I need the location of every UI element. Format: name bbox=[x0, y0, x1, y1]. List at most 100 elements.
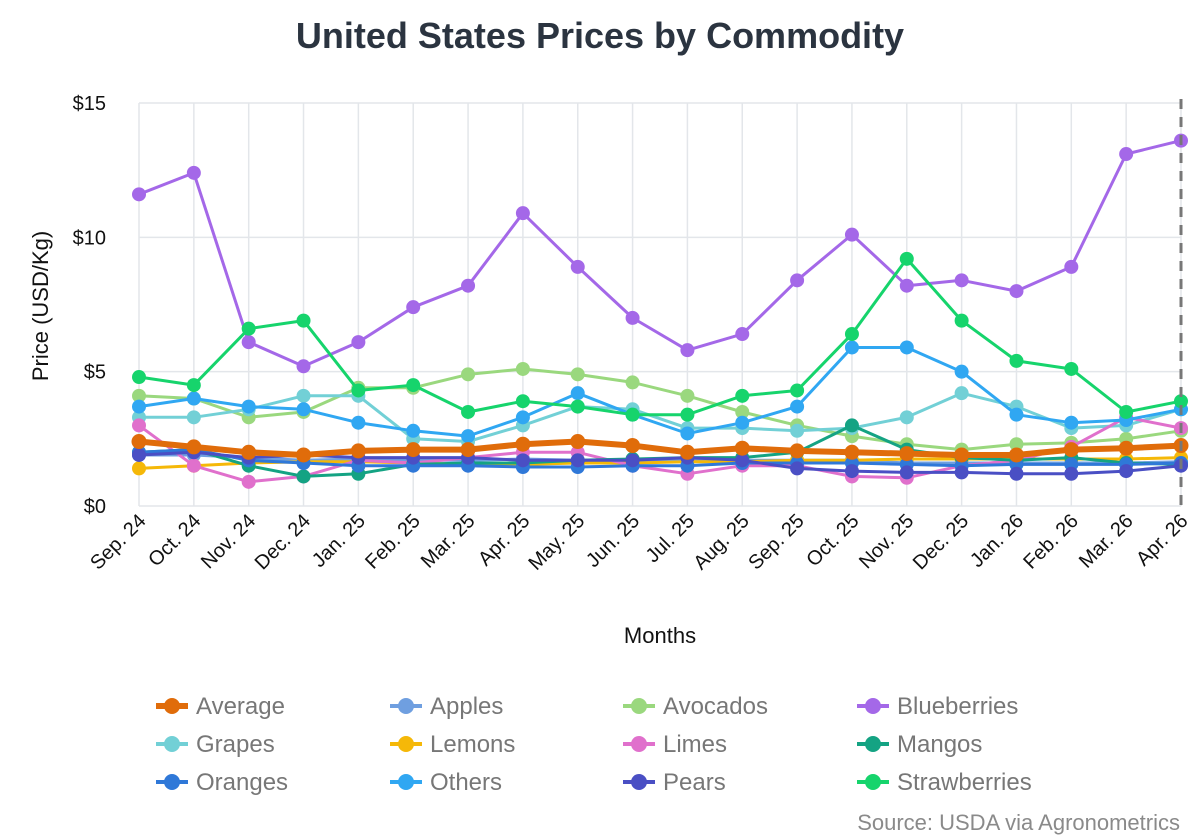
data-point-average[interactable] bbox=[515, 436, 531, 452]
data-point-blueberries[interactable] bbox=[735, 327, 750, 342]
data-point-others[interactable] bbox=[1064, 415, 1079, 430]
legend-item-lemons[interactable]: Lemons bbox=[390, 731, 515, 758]
data-point-pears[interactable] bbox=[515, 453, 530, 468]
data-point-average[interactable] bbox=[186, 439, 202, 455]
legend-item-average[interactable]: Average bbox=[156, 693, 285, 720]
data-point-limes[interactable] bbox=[241, 474, 256, 489]
legend-item-avocados[interactable]: Avocados bbox=[623, 693, 768, 720]
data-point-blueberries[interactable] bbox=[461, 278, 476, 293]
data-point-blueberries[interactable] bbox=[406, 300, 421, 315]
data-point-average[interactable] bbox=[570, 434, 586, 450]
data-point-strawberries[interactable] bbox=[1119, 404, 1134, 419]
data-point-grapes[interactable] bbox=[296, 388, 311, 403]
data-point-strawberries[interactable] bbox=[1174, 394, 1188, 409]
data-point-strawberries[interactable] bbox=[735, 388, 750, 403]
data-point-strawberries[interactable] bbox=[186, 378, 201, 393]
data-point-avocados[interactable] bbox=[461, 367, 476, 382]
data-point-blueberries[interactable] bbox=[625, 310, 640, 325]
data-point-pears[interactable] bbox=[790, 461, 805, 476]
data-point-grapes[interactable] bbox=[954, 386, 969, 401]
data-point-average[interactable] bbox=[844, 444, 860, 460]
legend-item-grapes[interactable]: Grapes bbox=[156, 731, 275, 758]
data-point-strawberries[interactable] bbox=[844, 327, 859, 342]
data-point-blueberries[interactable] bbox=[790, 273, 805, 288]
data-point-others[interactable] bbox=[570, 386, 585, 401]
data-point-avocados[interactable] bbox=[132, 388, 146, 403]
data-point-limes[interactable] bbox=[132, 418, 146, 433]
data-point-grapes[interactable] bbox=[790, 423, 805, 438]
data-point-strawberries[interactable] bbox=[406, 378, 421, 393]
data-point-blueberries[interactable] bbox=[241, 335, 256, 350]
data-point-strawberries[interactable] bbox=[461, 404, 476, 419]
data-point-blueberries[interactable] bbox=[844, 227, 859, 242]
data-point-others[interactable] bbox=[186, 391, 201, 406]
data-point-pears[interactable] bbox=[1009, 466, 1024, 481]
data-point-others[interactable] bbox=[461, 429, 476, 444]
data-point-lemons[interactable] bbox=[132, 461, 146, 476]
data-point-pears[interactable] bbox=[954, 465, 969, 480]
data-point-strawberries[interactable] bbox=[1009, 353, 1024, 368]
data-point-average[interactable] bbox=[296, 447, 312, 463]
data-point-others[interactable] bbox=[680, 426, 695, 441]
data-point-avocados[interactable] bbox=[1009, 437, 1024, 452]
data-point-pears[interactable] bbox=[899, 465, 914, 480]
legend-item-strawberries[interactable]: Strawberries bbox=[857, 769, 1032, 796]
data-point-blueberries[interactable] bbox=[515, 206, 530, 221]
data-point-strawberries[interactable] bbox=[351, 383, 366, 398]
data-point-strawberries[interactable] bbox=[625, 407, 640, 422]
data-point-pears[interactable] bbox=[1064, 466, 1079, 481]
data-point-average[interactable] bbox=[899, 446, 915, 462]
data-point-average[interactable] bbox=[679, 444, 695, 460]
data-point-strawberries[interactable] bbox=[680, 407, 695, 422]
data-point-blueberries[interactable] bbox=[296, 359, 311, 374]
data-point-others[interactable] bbox=[954, 364, 969, 379]
data-point-pears[interactable] bbox=[132, 447, 146, 462]
legend-item-limes[interactable]: Limes bbox=[623, 731, 727, 758]
data-point-blueberries[interactable] bbox=[1119, 147, 1134, 162]
data-point-blueberries[interactable] bbox=[570, 259, 585, 274]
data-point-avocados[interactable] bbox=[515, 361, 530, 376]
data-point-strawberries[interactable] bbox=[570, 399, 585, 414]
data-point-avocados[interactable] bbox=[625, 375, 640, 390]
data-point-blueberries[interactable] bbox=[351, 335, 366, 350]
data-point-strawberries[interactable] bbox=[790, 383, 805, 398]
data-point-average[interactable] bbox=[1008, 447, 1024, 463]
data-point-average[interactable] bbox=[1063, 442, 1079, 458]
data-point-strawberries[interactable] bbox=[515, 394, 530, 409]
data-point-strawberries[interactable] bbox=[954, 313, 969, 328]
data-point-others[interactable] bbox=[844, 340, 859, 355]
data-point-pears[interactable] bbox=[735, 453, 750, 468]
legend-item-oranges[interactable]: Oranges bbox=[156, 769, 288, 796]
data-point-blueberries[interactable] bbox=[680, 343, 695, 358]
data-point-others[interactable] bbox=[899, 340, 914, 355]
data-point-mangos[interactable] bbox=[844, 418, 859, 433]
data-point-avocados[interactable] bbox=[735, 404, 750, 419]
data-point-others[interactable] bbox=[1009, 407, 1024, 422]
data-point-average[interactable] bbox=[241, 444, 257, 460]
data-point-avocados[interactable] bbox=[570, 367, 585, 382]
data-point-others[interactable] bbox=[515, 410, 530, 425]
data-point-others[interactable] bbox=[790, 399, 805, 414]
data-point-average[interactable] bbox=[625, 438, 641, 454]
legend-item-mangos[interactable]: Mangos bbox=[857, 731, 982, 758]
legend-item-apples[interactable]: Apples bbox=[390, 693, 503, 720]
data-point-mangos[interactable] bbox=[296, 469, 311, 484]
data-point-average[interactable] bbox=[405, 442, 421, 458]
data-point-blueberries[interactable] bbox=[1009, 284, 1024, 299]
data-point-strawberries[interactable] bbox=[132, 370, 146, 385]
data-point-average[interactable] bbox=[1118, 440, 1134, 456]
data-point-pears[interactable] bbox=[625, 453, 640, 468]
data-point-others[interactable] bbox=[132, 399, 146, 414]
data-point-average[interactable] bbox=[734, 440, 750, 456]
data-point-pears[interactable] bbox=[570, 453, 585, 468]
data-point-blueberries[interactable] bbox=[132, 187, 146, 202]
data-point-pears[interactable] bbox=[1119, 464, 1134, 479]
data-point-others[interactable] bbox=[241, 399, 256, 414]
data-point-others[interactable] bbox=[406, 423, 421, 438]
data-point-average[interactable] bbox=[954, 447, 970, 463]
data-point-limes[interactable] bbox=[186, 458, 201, 473]
data-point-average[interactable] bbox=[131, 434, 147, 450]
legend-item-blueberries[interactable]: Blueberries bbox=[857, 693, 1018, 720]
legend-item-pears[interactable]: Pears bbox=[623, 769, 726, 796]
data-point-grapes[interactable] bbox=[899, 410, 914, 425]
